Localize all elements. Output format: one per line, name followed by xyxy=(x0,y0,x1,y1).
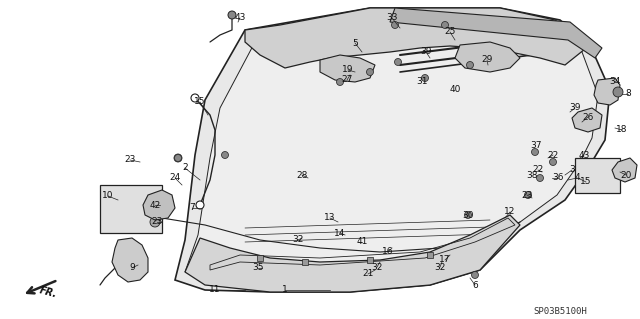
Text: 39: 39 xyxy=(569,103,580,113)
Text: 40: 40 xyxy=(449,85,461,94)
Text: 37: 37 xyxy=(531,140,541,150)
Circle shape xyxy=(175,154,182,161)
Polygon shape xyxy=(390,8,602,58)
Text: 28: 28 xyxy=(296,170,308,180)
Text: 33: 33 xyxy=(387,13,397,23)
Polygon shape xyxy=(143,190,175,220)
Text: 36: 36 xyxy=(552,174,564,182)
Circle shape xyxy=(394,58,401,65)
Bar xyxy=(100,185,162,233)
Text: 23: 23 xyxy=(151,218,163,226)
Text: 43: 43 xyxy=(579,151,589,160)
Text: 10: 10 xyxy=(102,191,114,201)
Text: 7: 7 xyxy=(189,204,195,212)
Circle shape xyxy=(531,149,538,155)
Text: 43: 43 xyxy=(234,13,246,23)
Circle shape xyxy=(472,271,479,278)
Text: 24: 24 xyxy=(170,174,180,182)
Text: 41: 41 xyxy=(356,238,368,247)
Polygon shape xyxy=(185,18,598,283)
Circle shape xyxy=(392,21,399,28)
Circle shape xyxy=(228,11,236,19)
Circle shape xyxy=(337,78,344,85)
Circle shape xyxy=(467,62,474,69)
Text: 26: 26 xyxy=(582,113,594,122)
Text: 22: 22 xyxy=(547,151,559,160)
Text: 5: 5 xyxy=(352,39,358,48)
Circle shape xyxy=(525,191,531,198)
Circle shape xyxy=(174,154,182,162)
Circle shape xyxy=(465,211,472,219)
Text: 2: 2 xyxy=(182,164,188,173)
Text: 9: 9 xyxy=(129,263,135,272)
Text: 15: 15 xyxy=(580,177,592,187)
Text: 23: 23 xyxy=(522,190,532,199)
Polygon shape xyxy=(612,158,637,182)
Text: 8: 8 xyxy=(625,90,631,99)
Bar xyxy=(575,158,620,193)
Circle shape xyxy=(442,21,449,28)
Polygon shape xyxy=(245,8,590,68)
Polygon shape xyxy=(320,55,375,82)
Text: 32: 32 xyxy=(435,263,445,271)
Polygon shape xyxy=(175,8,610,292)
Text: 18: 18 xyxy=(616,125,628,135)
Circle shape xyxy=(422,75,429,81)
Text: FR.: FR. xyxy=(38,285,58,299)
Text: 34: 34 xyxy=(609,78,621,86)
Polygon shape xyxy=(185,215,520,292)
Text: 1: 1 xyxy=(282,286,288,294)
Text: 42: 42 xyxy=(149,201,161,210)
Circle shape xyxy=(221,152,228,159)
Text: 32: 32 xyxy=(292,235,304,244)
Circle shape xyxy=(536,174,543,182)
Circle shape xyxy=(550,159,557,166)
Text: 25: 25 xyxy=(444,27,456,36)
Text: 27: 27 xyxy=(341,76,353,85)
Text: 19: 19 xyxy=(342,65,354,75)
Text: 6: 6 xyxy=(472,280,478,290)
Circle shape xyxy=(196,201,204,209)
Polygon shape xyxy=(455,42,520,72)
Text: 11: 11 xyxy=(209,286,221,294)
Circle shape xyxy=(367,69,374,76)
Text: 35: 35 xyxy=(252,263,264,272)
Text: 3: 3 xyxy=(569,166,575,174)
Polygon shape xyxy=(594,78,620,105)
Circle shape xyxy=(613,87,623,97)
Text: 29: 29 xyxy=(481,56,493,64)
Text: 30: 30 xyxy=(462,211,474,219)
Text: 39: 39 xyxy=(420,48,432,56)
Text: 38: 38 xyxy=(526,170,538,180)
Bar xyxy=(302,259,308,265)
Text: 13: 13 xyxy=(324,213,336,222)
Bar xyxy=(427,252,433,258)
Text: 21: 21 xyxy=(362,270,374,278)
Text: 4: 4 xyxy=(574,174,580,182)
Text: 31: 31 xyxy=(416,78,428,86)
Bar xyxy=(257,255,263,261)
Text: 17: 17 xyxy=(439,256,451,264)
Text: 12: 12 xyxy=(504,207,516,217)
Polygon shape xyxy=(572,108,602,132)
Text: 23: 23 xyxy=(124,155,136,165)
Text: 32: 32 xyxy=(371,263,383,271)
Circle shape xyxy=(191,94,199,102)
Polygon shape xyxy=(112,238,148,282)
Text: 16: 16 xyxy=(382,248,394,256)
Text: 15: 15 xyxy=(195,98,205,107)
Text: SP03B5100H: SP03B5100H xyxy=(533,308,587,316)
Text: 14: 14 xyxy=(334,228,346,238)
Text: 20: 20 xyxy=(620,170,632,180)
Bar xyxy=(367,257,373,263)
Circle shape xyxy=(150,217,160,227)
Text: 22: 22 xyxy=(532,166,543,174)
